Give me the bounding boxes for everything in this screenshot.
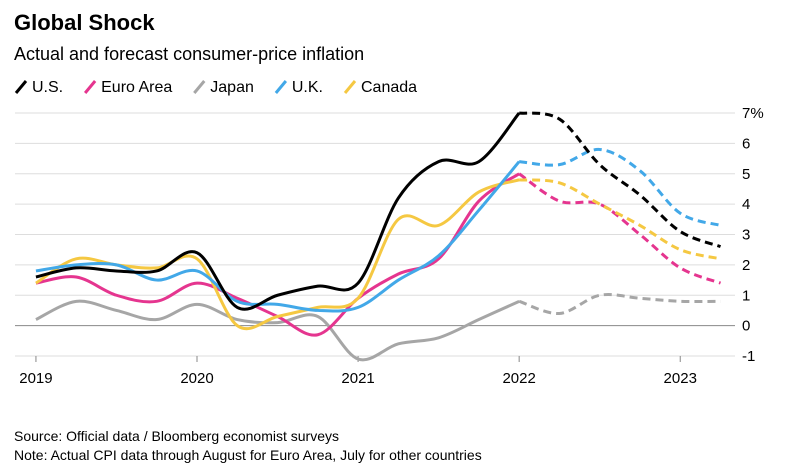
forecast-line (518, 293, 721, 315)
legend-label: U.S. (32, 79, 63, 96)
x-tick-label: 2019 (19, 370, 52, 387)
note: Note: Actual CPI data through August for… (14, 447, 482, 463)
y-tick-label: 3 (742, 227, 750, 244)
series-line (35, 112, 521, 311)
y-tick-label: 4 (742, 196, 750, 213)
forecast-line (519, 178, 721, 261)
x-tick-label: 2022 (502, 370, 535, 387)
y-tick-label: 7% (742, 105, 764, 122)
forecast-line (518, 111, 722, 249)
legend-swatch (343, 80, 357, 94)
y-tick-label: 1 (742, 287, 750, 304)
forecast-line (519, 147, 721, 227)
legend-label: Euro Area (101, 79, 172, 96)
x-tick-label: 2021 (341, 370, 374, 387)
legend-swatch (274, 80, 288, 94)
forecast-line (518, 172, 722, 285)
series-line (35, 178, 520, 331)
legend-swatch (14, 80, 28, 94)
y-tick-label: 6 (742, 135, 750, 152)
series-line (35, 172, 521, 337)
legend-swatch (193, 80, 206, 94)
y-tick-label: -1 (742, 348, 755, 365)
chart-title: Global Shock (14, 10, 155, 35)
legend-label: U.K. (292, 79, 323, 96)
y-tick-label: 0 (742, 318, 750, 335)
series-line (35, 160, 521, 313)
legend-swatch (83, 80, 97, 94)
series-line (35, 299, 520, 362)
source: Source: Official data / Bloomberg econom… (14, 428, 339, 444)
chart-subtitle: Actual and forecast consumer-price infla… (14, 44, 364, 64)
legend-label: Japan (210, 79, 254, 96)
y-tick-label: 5 (742, 166, 750, 183)
x-tick-label: 2023 (664, 370, 697, 387)
x-tick-label: 2020 (180, 370, 213, 387)
legend-label: Canada (361, 79, 417, 96)
y-tick-label: 2 (742, 257, 750, 274)
